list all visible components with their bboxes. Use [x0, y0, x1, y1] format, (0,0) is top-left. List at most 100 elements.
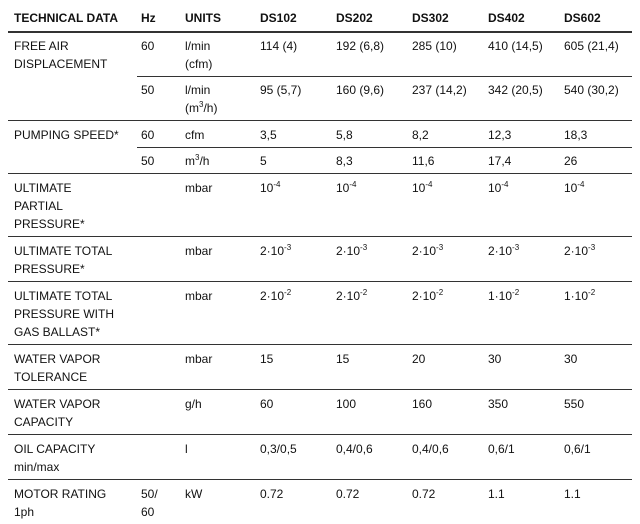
- line: PRESSURE*: [14, 260, 112, 278]
- line: ULTIMATE: [14, 179, 85, 197]
- hz: 60: [141, 37, 154, 55]
- text: 15: [336, 352, 350, 366]
- units: mbar: [185, 287, 212, 305]
- text: 350: [488, 397, 509, 411]
- text: 1ph: [14, 505, 35, 519]
- line: 60: [141, 126, 154, 144]
- units: mbar: [185, 179, 212, 197]
- value: 2·10-2: [412, 287, 443, 305]
- value: 0,6/1: [564, 440, 591, 458]
- text: /h: [199, 154, 210, 168]
- line: DISPLACEMENT: [14, 55, 107, 73]
- text: kW: [185, 487, 203, 501]
- line: CAPACITY: [14, 413, 100, 431]
- line: GAS BALLAST*: [14, 323, 114, 341]
- value: 5,8: [336, 126, 353, 144]
- column-header: UNITS: [185, 5, 221, 31]
- value: 2·10-2: [260, 287, 291, 305]
- line: mbar: [185, 287, 212, 305]
- units: l/min (m3/h): [185, 81, 217, 117]
- line: 1ph: [14, 503, 106, 521]
- units: cfm: [185, 126, 204, 144]
- superscript: -2: [512, 288, 520, 297]
- value: 2·10-3: [488, 242, 519, 260]
- text: 2·10: [336, 289, 361, 303]
- text: (m: [185, 101, 199, 115]
- rule: [8, 236, 632, 237]
- text: 8,3: [336, 154, 353, 168]
- text: g/h: [185, 397, 202, 411]
- value: 10-4: [412, 179, 432, 197]
- value: 1·10-2: [564, 287, 595, 305]
- text: DS602: [564, 11, 601, 25]
- line: 50/: [141, 485, 158, 503]
- rule: [8, 344, 632, 345]
- row-label: ULTIMATE TOTAL PRESSURE*: [14, 242, 112, 278]
- text: WATER VAPOR: [14, 397, 101, 411]
- line: mbar: [185, 350, 212, 368]
- value: 550: [564, 395, 584, 413]
- text: 5: [260, 154, 267, 168]
- text: TECHNICAL DATA: [14, 11, 118, 25]
- text: DISPLACEMENT: [14, 57, 108, 71]
- text: 10: [412, 181, 426, 195]
- line: PRESSURE*: [14, 215, 85, 233]
- value: 12,3: [488, 126, 511, 144]
- value: 2·10-3: [564, 242, 595, 260]
- value: 2·10-3: [412, 242, 443, 260]
- value: 8,3: [336, 152, 353, 170]
- value: 60: [260, 395, 273, 413]
- line: (m3/h): [185, 99, 217, 117]
- row-label: OIL CAPACITY min/max: [14, 440, 95, 476]
- line: mbar: [185, 179, 212, 197]
- value: 192 (6,8): [336, 37, 384, 55]
- line: m3/h: [185, 152, 209, 170]
- value: 8,2: [412, 126, 429, 144]
- value: 0,3/0,5: [260, 440, 297, 458]
- text: 237 (14,2): [412, 83, 467, 97]
- text: CAPACITY: [14, 415, 74, 429]
- line: WATER VAPOR: [14, 350, 100, 368]
- rule: [137, 76, 632, 77]
- text: 11,6: [412, 154, 435, 168]
- hz: 60: [141, 126, 154, 144]
- text: 2·10: [564, 244, 589, 258]
- text: 10: [488, 181, 502, 195]
- row-label: WATER VAPOR TOLERANCE: [14, 350, 100, 386]
- text: 550: [564, 397, 585, 411]
- text: 26: [564, 154, 578, 168]
- text: l/min: [185, 83, 211, 97]
- value: 15: [336, 350, 349, 368]
- text: ULTIMATE: [14, 181, 72, 195]
- text: WATER VAPOR: [14, 352, 101, 366]
- text: UNITS: [185, 11, 221, 25]
- value: 160 (9,6): [336, 81, 384, 99]
- line: (cfm): [185, 55, 212, 73]
- value: 0,6/1: [488, 440, 515, 458]
- superscript: -3: [284, 243, 292, 252]
- superscript: -3: [436, 243, 444, 252]
- text: 1·10: [488, 289, 513, 303]
- text: 160: [412, 397, 433, 411]
- superscript: 3: [199, 100, 204, 109]
- text: 0,3/0,5: [260, 442, 297, 456]
- text: DS402: [488, 11, 525, 25]
- text: 160 (9,6): [336, 83, 385, 97]
- units: l/min (cfm): [185, 37, 212, 73]
- column-header: DS202: [336, 5, 373, 31]
- text: m: [185, 154, 195, 168]
- value: 342 (20,5): [488, 81, 543, 99]
- value: 11,6: [412, 152, 434, 170]
- text: 0.72: [260, 487, 284, 501]
- text: 1.1: [564, 487, 581, 501]
- superscript: -4: [425, 180, 433, 189]
- units: mbar: [185, 242, 212, 260]
- line: cfm: [185, 126, 204, 144]
- line: WATER VAPOR: [14, 395, 100, 413]
- value: 0,4/0,6: [336, 440, 373, 458]
- value: 237 (14,2): [412, 81, 467, 99]
- value: 30: [564, 350, 577, 368]
- row-label: FREE AIR DISPLACEMENT: [14, 37, 107, 73]
- column-header: DS102: [260, 5, 297, 31]
- value: 0.72: [412, 485, 435, 503]
